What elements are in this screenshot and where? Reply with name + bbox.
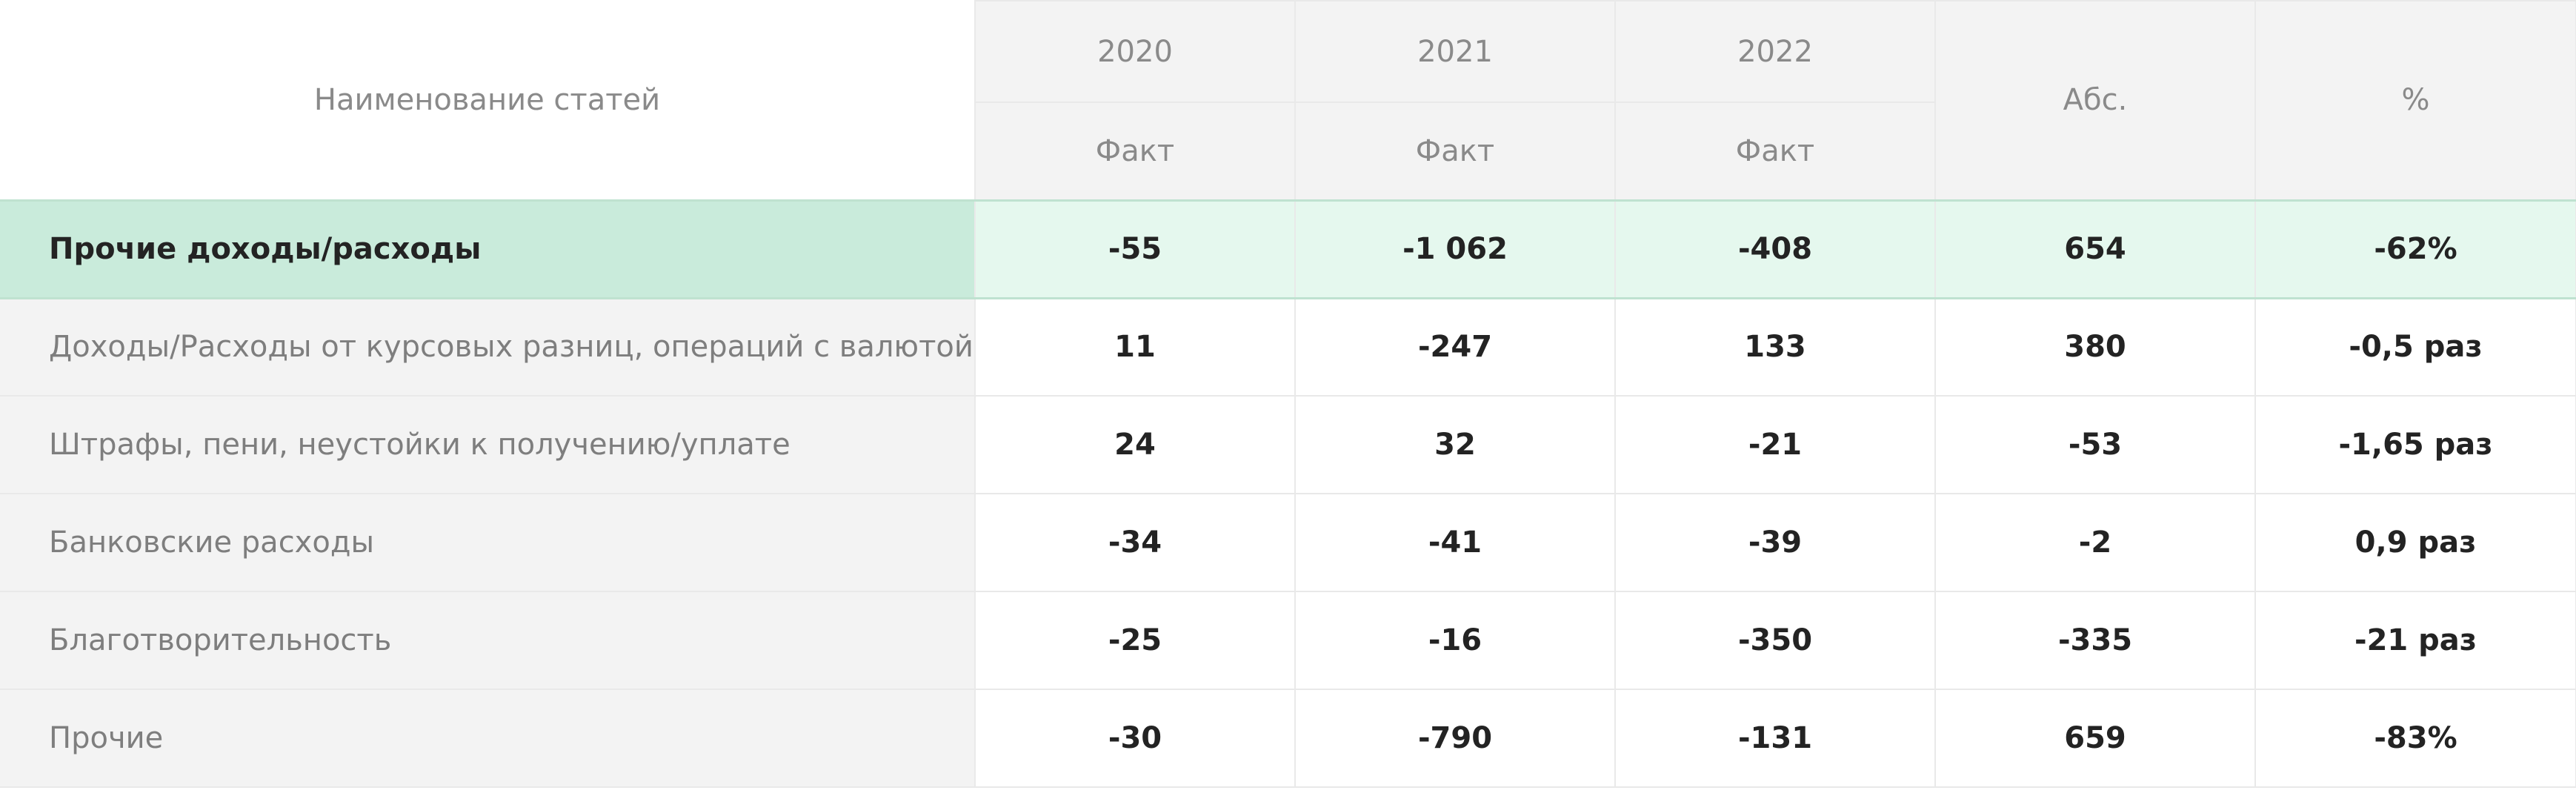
table-row: Благотворительность -25 -16 -350 -335 -2…	[0, 591, 2576, 690]
column-header-2022: 2022	[1614, 0, 1936, 103]
cell-2022: -350	[1614, 591, 1936, 690]
cell-abs: 654	[1934, 199, 2256, 299]
table-row: Штрафы, пени, неустойки к получению/упла…	[0, 395, 2576, 494]
table-row: Доходы/Расходы от курсовых разниц, опера…	[0, 297, 2576, 397]
cell-2022: 133	[1614, 297, 1936, 397]
cell-percent: -21 раз	[2254, 591, 2576, 690]
column-header-abs: Абс.	[1934, 0, 2256, 201]
row-label: Благотворительность	[0, 591, 976, 690]
cell-percent: 0,9 раз	[2254, 493, 2576, 592]
cell-2020: -55	[974, 199, 1296, 299]
cell-2020: 11	[974, 297, 1296, 397]
cell-2022: -131	[1614, 689, 1936, 788]
cell-abs: -2	[1934, 493, 2256, 592]
row-label: Прочие	[0, 689, 976, 788]
cell-2022: -21	[1614, 395, 1936, 494]
fact-label-2021: Факт	[1294, 102, 1616, 201]
row-label: Банковские расходы	[0, 493, 976, 592]
cell-2020: -30	[974, 689, 1296, 788]
cell-2021: -790	[1294, 689, 1616, 788]
cell-2020: -34	[974, 493, 1296, 592]
cell-2021: 32	[1294, 395, 1616, 494]
cell-2022: -39	[1614, 493, 1936, 592]
column-header-2021: 2021	[1294, 0, 1616, 103]
cell-2021: -247	[1294, 297, 1616, 397]
cell-percent: -62%	[2254, 199, 2576, 299]
table-row: Прочие -30 -790 -131 659 -83%	[0, 689, 2576, 788]
cell-percent: -83%	[2254, 689, 2576, 788]
table-row: Банковские расходы -34 -41 -39 -2 0,9 ра…	[0, 493, 2576, 592]
header-row-fact: Факт Факт Факт	[0, 102, 2576, 201]
cell-abs: -335	[1934, 591, 2256, 690]
cell-percent: -0,5 раз	[2254, 297, 2576, 397]
fact-label-2020: Факт	[974, 102, 1296, 201]
cell-percent: -1,65 раз	[2254, 395, 2576, 494]
cell-abs: -53	[1934, 395, 2256, 494]
column-header-item-name: Наименование статей	[0, 1, 976, 201]
cell-abs: 380	[1934, 297, 2256, 397]
cell-2022: -408	[1614, 199, 1936, 299]
header-row-years: Наименование статей 2020 2021 2022 Абс. …	[0, 0, 2576, 201]
row-label: Прочие доходы/расходы	[0, 199, 976, 299]
cell-abs: 659	[1934, 689, 2256, 788]
column-header-percent: %	[2254, 0, 2576, 201]
column-header-2020: 2020	[974, 0, 1296, 103]
fact-label-2022: Факт	[1614, 102, 1936, 201]
cell-2021: -41	[1294, 493, 1616, 592]
table-row-total: Прочие доходы/расходы -55 -1 062 -408 65…	[0, 199, 2576, 299]
cell-2021: -1 062	[1294, 199, 1616, 299]
cell-2020: -25	[974, 591, 1296, 690]
cell-2021: -16	[1294, 591, 1616, 690]
row-label: Доходы/Расходы от курсовых разниц, опера…	[0, 297, 976, 397]
cell-2020: 24	[974, 395, 1296, 494]
row-label: Штрафы, пени, неустойки к получению/упла…	[0, 395, 976, 494]
